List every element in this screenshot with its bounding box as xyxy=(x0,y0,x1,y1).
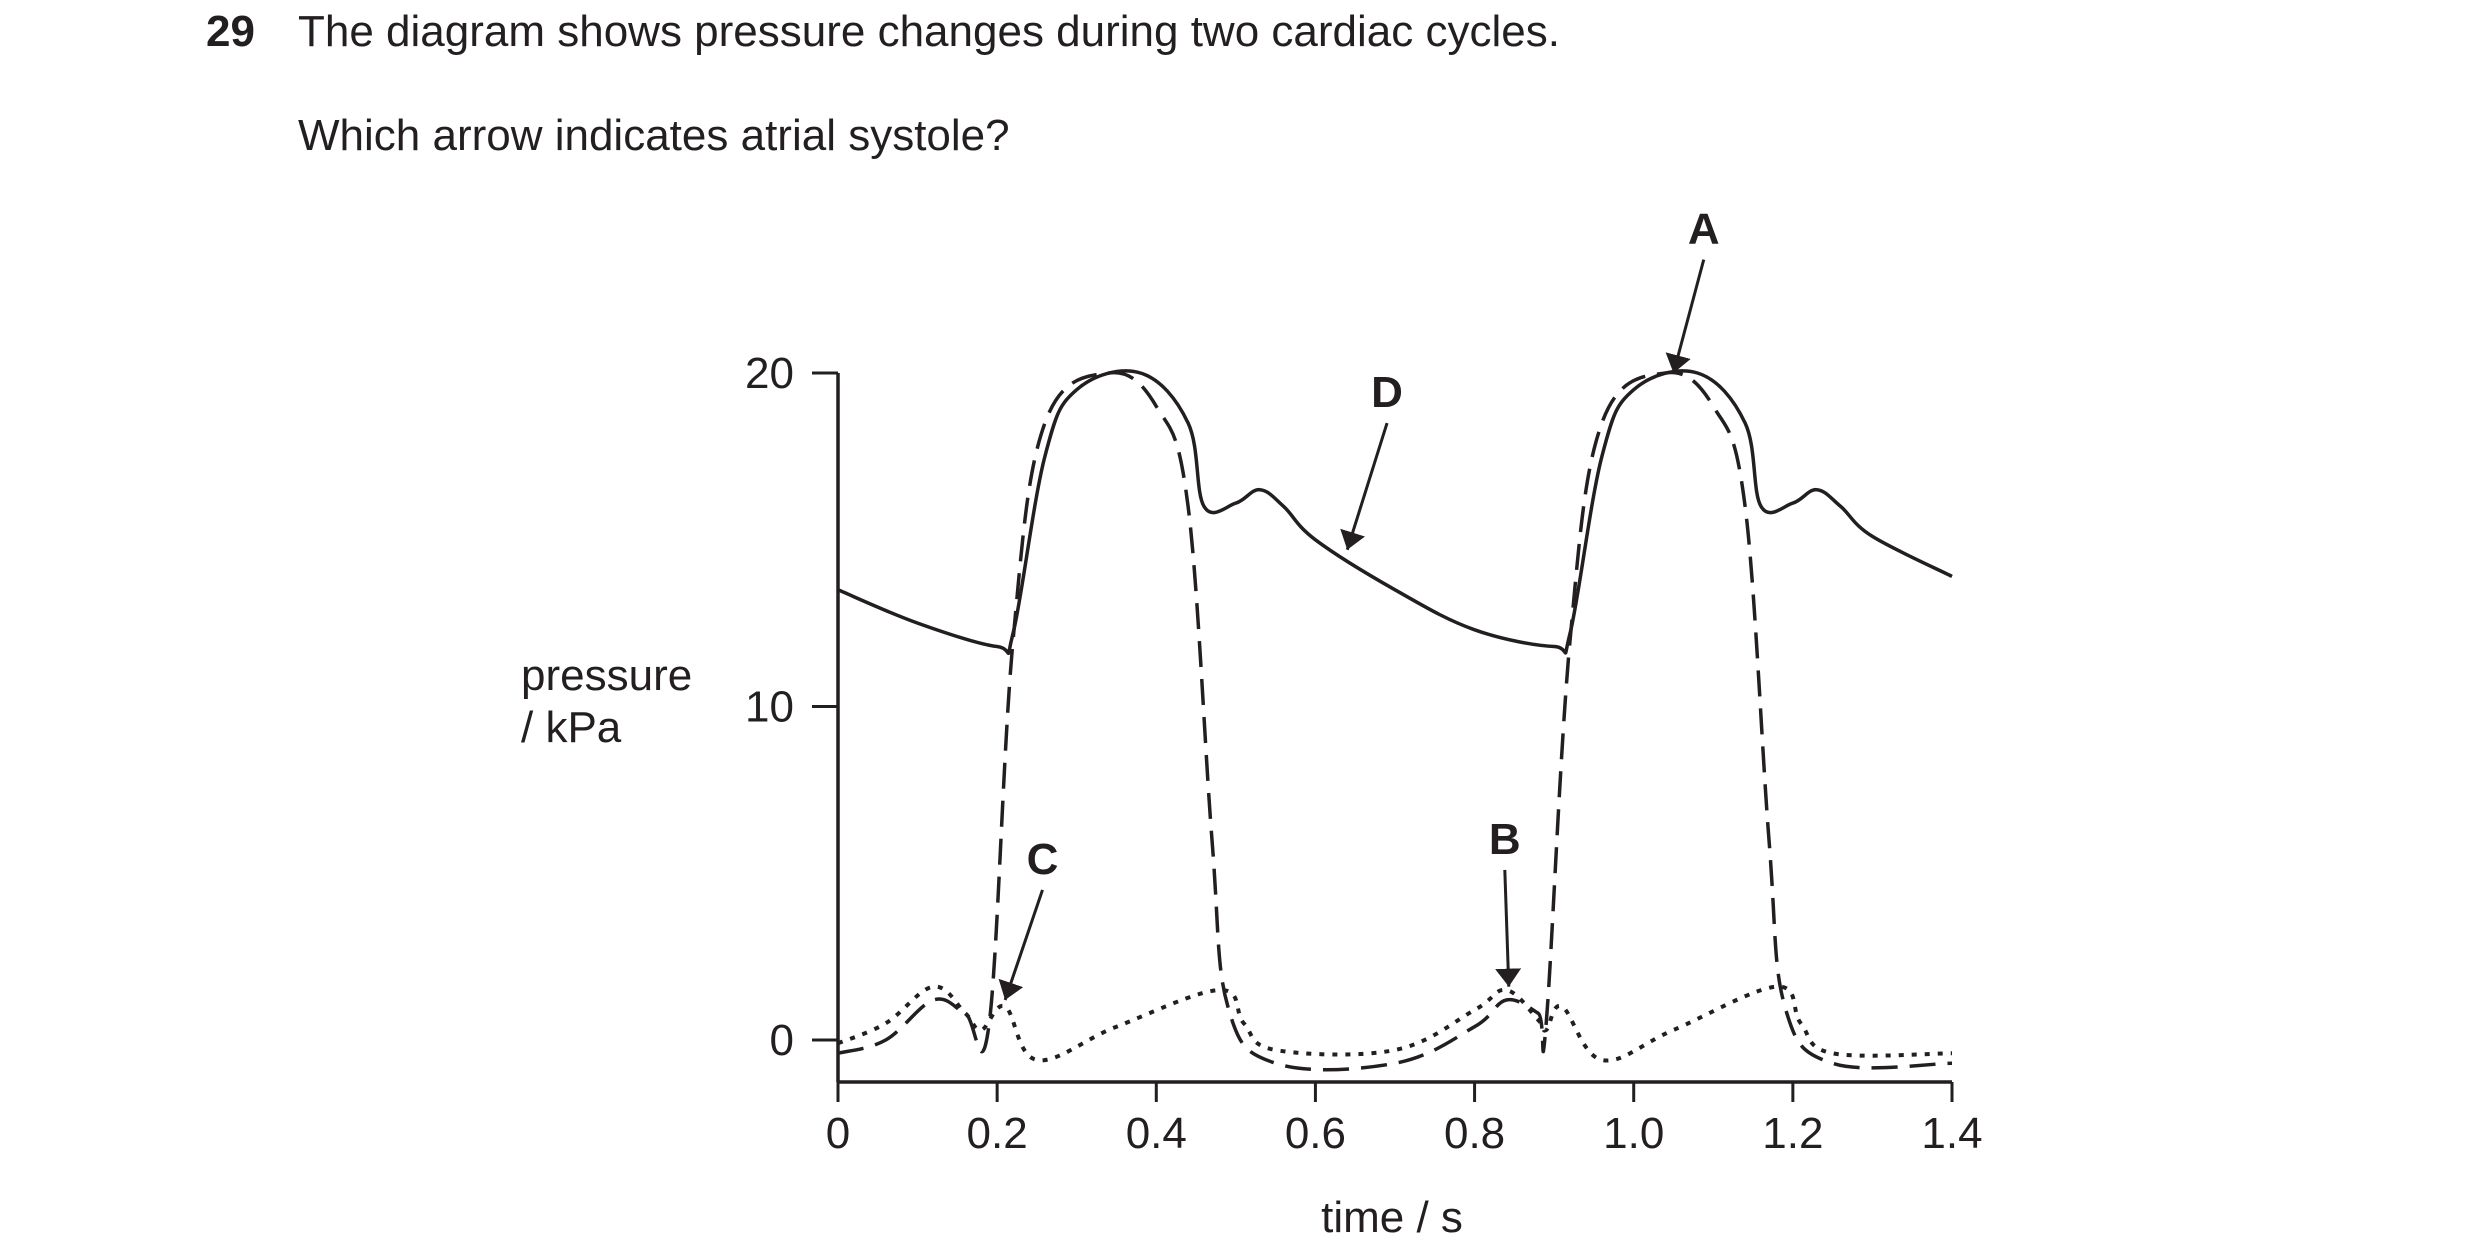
x-tick-label: 1.0 xyxy=(1603,1109,1664,1158)
y-tick-label: 10 xyxy=(745,683,794,732)
y-axis-label-unit: / kPa xyxy=(521,703,622,752)
arrow-label-d: D xyxy=(1371,368,1403,417)
arrow-label-a: A xyxy=(1688,205,1720,254)
x-axis-label: time / s xyxy=(1321,1193,1463,1242)
y-tick-label: 20 xyxy=(745,349,794,398)
x-tick-label: 1.4 xyxy=(1921,1109,1982,1158)
arrow-a xyxy=(1665,259,1706,374)
arrow-b xyxy=(1495,869,1522,987)
arrow-label-c: C xyxy=(1027,835,1059,884)
dashed-pressure-line xyxy=(837,370,1953,1072)
y-axis-label-quantity: pressure xyxy=(521,651,693,700)
x-tick-label: 0.6 xyxy=(1285,1109,1346,1158)
arrow-d xyxy=(1340,422,1389,551)
arrow-c xyxy=(998,889,1044,1001)
x-tick-label: 0 xyxy=(826,1109,850,1158)
y-tick-label: 0 xyxy=(770,1016,794,1065)
question-text: The diagram shows pressure changes durin… xyxy=(298,7,1560,56)
question-prompt: Which arrow indicates atrial systole? xyxy=(298,111,1010,160)
y-axis-label: pressure / kPa xyxy=(521,650,692,754)
x-tick-label: 0.2 xyxy=(967,1109,1028,1158)
question-number: 29 xyxy=(206,7,255,56)
x-tick-label: 0.8 xyxy=(1444,1109,1505,1158)
x-tick-label: 0.4 xyxy=(1126,1109,1187,1158)
solid-pressure-line xyxy=(837,369,1953,656)
x-tick-label: 1.2 xyxy=(1762,1109,1823,1158)
arrow-label-b: B xyxy=(1489,815,1521,864)
